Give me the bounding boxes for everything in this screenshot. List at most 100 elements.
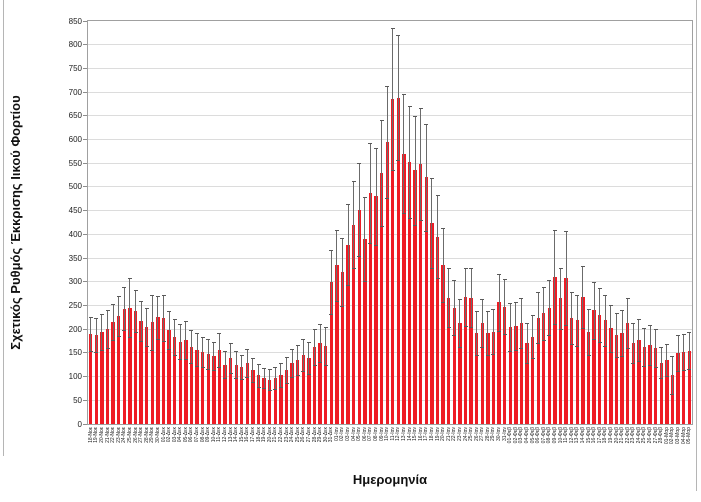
y-tick-mark	[83, 257, 87, 259]
error-bar-cap	[183, 320, 188, 322]
error-bar-cap	[446, 268, 451, 270]
error-bar-cap	[223, 378, 228, 379]
error-bar	[537, 292, 539, 344]
error-bar	[548, 280, 550, 336]
error-bar	[196, 333, 198, 366]
error-bar-cap	[401, 94, 406, 96]
error-bar-cap	[122, 287, 127, 289]
error-bar	[101, 313, 103, 350]
error-bar	[280, 363, 282, 388]
error-bar-cap	[474, 311, 479, 313]
bar	[536, 317, 540, 424]
error-bar-cap	[223, 351, 228, 353]
bar	[139, 320, 143, 424]
error-bar-cap	[608, 351, 613, 353]
error-bar	[353, 181, 355, 269]
bar	[368, 193, 373, 424]
error-bar-cap	[262, 367, 267, 369]
error-bar-cap	[424, 230, 429, 232]
error-bar-cap	[418, 108, 423, 110]
error-bar	[560, 267, 562, 330]
bar	[251, 369, 255, 424]
y-tick-mark	[83, 281, 87, 283]
bar	[441, 265, 445, 424]
bar	[262, 378, 266, 424]
error-bar-cap	[362, 280, 367, 282]
error-bar-cap	[94, 351, 99, 353]
bar	[419, 164, 423, 424]
error-bar-cap	[586, 354, 591, 356]
error-bar-cap	[508, 303, 513, 305]
error-bar	[118, 295, 120, 336]
bar	[245, 362, 250, 424]
error-bar-cap	[133, 289, 138, 291]
bar	[648, 344, 652, 424]
gridline	[88, 281, 692, 283]
error-bar-cap	[144, 345, 149, 347]
error-bar-cap	[116, 295, 121, 297]
x-tick-label: 05-Μαρ	[686, 427, 693, 445]
error-bar-cap	[390, 28, 395, 30]
gridline	[88, 304, 692, 306]
error-bar	[179, 324, 181, 359]
error-bar-cap	[351, 181, 356, 183]
error-bar-cap	[491, 308, 496, 310]
error-bar-cap	[200, 336, 205, 338]
error-bar-cap	[329, 249, 334, 251]
y-tick-label: 350	[68, 253, 82, 263]
error-bar	[129, 278, 131, 338]
error-bar-cap	[670, 356, 675, 358]
error-bar-cap	[659, 378, 664, 380]
error-bar-cap	[446, 327, 451, 329]
bar	[206, 353, 210, 424]
error-bar-cap	[312, 329, 317, 331]
error-bar-cap	[368, 242, 373, 244]
error-bar-cap	[569, 343, 574, 345]
error-bar	[409, 106, 411, 219]
error-bar-cap	[452, 335, 457, 337]
error-bar-cap	[111, 304, 116, 306]
error-bar-cap	[250, 357, 255, 359]
bar	[273, 378, 278, 424]
error-bar	[381, 119, 383, 226]
error-bar-cap	[385, 85, 390, 87]
error-bar-cap	[357, 163, 362, 165]
bar	[217, 350, 222, 424]
bar	[200, 351, 205, 424]
error-bar-cap	[150, 349, 155, 351]
y-tick-label: 100	[68, 372, 82, 382]
error-bar-cap	[530, 315, 535, 317]
error-bar-cap	[262, 388, 267, 390]
bar	[268, 379, 272, 424]
error-bar	[498, 273, 500, 331]
error-bar-cap	[245, 348, 250, 350]
error-bar-cap	[519, 298, 524, 300]
error-bar	[263, 367, 265, 389]
error-bar	[593, 281, 595, 339]
y-tick-mark	[83, 115, 87, 117]
error-bar	[649, 324, 651, 365]
y-tick-mark	[83, 399, 87, 401]
error-bar	[246, 348, 248, 378]
error-bar-cap	[502, 334, 507, 336]
error-bar-cap	[278, 363, 283, 365]
bar	[228, 358, 233, 424]
error-bar-cap	[480, 299, 485, 301]
error-bar	[509, 303, 511, 351]
error-bar-cap	[659, 347, 664, 349]
gridline	[88, 115, 692, 117]
error-bar	[397, 35, 399, 161]
error-bar	[224, 351, 226, 378]
error-bar-cap	[575, 345, 580, 347]
error-bar	[291, 348, 293, 378]
error-bar-cap	[228, 342, 233, 344]
bar	[335, 265, 339, 424]
error-bar-cap	[122, 330, 127, 332]
error-bar-cap	[290, 377, 295, 379]
error-bar-cap	[340, 238, 345, 240]
bar	[167, 330, 171, 424]
bar	[323, 345, 328, 424]
gridline	[88, 352, 692, 354]
error-bar-cap	[88, 317, 93, 319]
